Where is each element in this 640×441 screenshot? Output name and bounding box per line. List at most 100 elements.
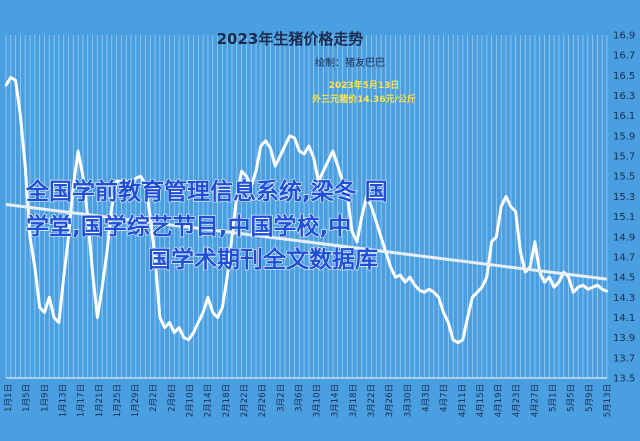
data-point — [331, 149, 335, 153]
data-point — [254, 169, 258, 173]
data-point — [312, 156, 315, 160]
y-tick-label: 15.5 — [613, 172, 635, 183]
x-tick-label: 1月25日 — [113, 384, 123, 417]
series-points — [4, 76, 609, 344]
x-tick-label: 3月30日 — [403, 384, 413, 417]
x-tick-label: 1月21日 — [95, 384, 105, 417]
data-point — [480, 286, 484, 289]
data-point — [423, 291, 426, 294]
data-point — [437, 296, 440, 299]
data-point — [163, 326, 166, 329]
data-point — [129, 185, 133, 188]
data-point — [76, 149, 80, 153]
x-tick-label: 3月10日 — [313, 384, 323, 417]
x-tick-label: 1月1日 — [4, 384, 14, 412]
x-tick-label: 1月29日 — [131, 384, 141, 417]
data-point — [456, 341, 460, 344]
y-axis-ticks: 13.5 13.7 13.9 14.1 14.3 14.5 14.7 14.9 15.1 15.3… — [613, 31, 635, 385]
y-tick-label: 15.9 — [613, 131, 635, 142]
data-point — [264, 139, 267, 143]
data-point — [288, 134, 291, 138]
x-tick-label: 4月15日 — [476, 384, 486, 417]
data-point — [605, 290, 609, 293]
data-point — [350, 230, 354, 233]
y-tick-label: 16.5 — [613, 71, 635, 82]
data-point — [557, 280, 561, 284]
data-point — [365, 195, 368, 198]
data-point — [115, 180, 118, 183]
data-point — [57, 321, 61, 324]
data-point — [509, 205, 513, 208]
data-point — [581, 283, 585, 287]
x-tick-label: 3月26日 — [385, 384, 395, 417]
y-tick-label: 14.9 — [613, 232, 635, 243]
data-point — [43, 311, 46, 314]
data-point — [533, 240, 537, 244]
y-tick-label: 13.5 — [613, 374, 635, 385]
x-tick-label: 2月18日 — [222, 384, 232, 417]
data-point — [91, 270, 94, 274]
data-point — [379, 235, 383, 238]
y-tick-label: 14.1 — [613, 313, 635, 324]
data-point — [139, 175, 142, 178]
y-tick-label: 16.3 — [613, 91, 635, 102]
x-tick-label: 3月2日 — [276, 384, 286, 412]
data-point — [149, 215, 152, 218]
data-point — [341, 180, 344, 183]
watermark-line-3: 国学术期刊全文数据库 — [148, 246, 378, 273]
data-point — [240, 169, 243, 173]
data-point — [346, 195, 349, 198]
data-point — [48, 296, 51, 299]
data-point — [336, 164, 339, 168]
data-point — [461, 338, 464, 341]
x-tick-label: 4月7日 — [440, 384, 450, 412]
data-point — [110, 205, 113, 208]
x-tick-label: 1月9日 — [40, 384, 50, 412]
data-point — [375, 220, 378, 223]
data-point — [307, 144, 311, 148]
y-tick-label: 15.3 — [613, 192, 635, 203]
data-point — [432, 291, 436, 294]
data-point — [245, 175, 248, 178]
data-point — [298, 149, 301, 153]
data-point — [552, 286, 556, 289]
x-tick-label: 2月6日 — [167, 384, 177, 412]
data-point — [33, 265, 37, 269]
data-point — [9, 76, 13, 79]
data-point — [355, 240, 359, 244]
data-point — [548, 275, 551, 279]
data-point — [504, 195, 508, 198]
x-tick-label: 2月14日 — [204, 384, 214, 417]
data-point — [572, 291, 575, 294]
annotation-date: 2023年5月13日 — [329, 79, 400, 91]
data-point — [317, 180, 320, 183]
data-point — [451, 338, 455, 341]
data-point — [418, 289, 421, 292]
data-point — [490, 240, 493, 244]
x-tick-label: 2月22日 — [240, 384, 250, 417]
data-point — [495, 235, 498, 238]
x-tick-label: 1月17日 — [77, 384, 87, 417]
data-point — [394, 275, 397, 279]
data-point — [519, 250, 522, 254]
x-tick-label: 1月5日 — [22, 384, 32, 412]
data-point — [269, 146, 272, 150]
x-tick-label: 5月1日 — [549, 384, 559, 412]
data-point — [62, 275, 65, 279]
x-tick-label: 3月18日 — [349, 384, 359, 417]
data-point — [235, 195, 238, 198]
data-point — [225, 275, 229, 279]
data-point — [524, 270, 527, 274]
watermark-line-1: 全国学前教育管理信息系统,梁冬 国 — [25, 178, 388, 205]
data-point — [28, 235, 32, 238]
data-point — [216, 316, 219, 319]
y-tick-label: 15.1 — [613, 212, 635, 223]
data-point — [100, 286, 104, 289]
data-point — [120, 180, 123, 183]
data-point — [221, 306, 224, 309]
data-point — [596, 283, 599, 287]
data-point — [576, 286, 580, 289]
data-point — [182, 336, 186, 339]
data-point — [52, 316, 56, 319]
